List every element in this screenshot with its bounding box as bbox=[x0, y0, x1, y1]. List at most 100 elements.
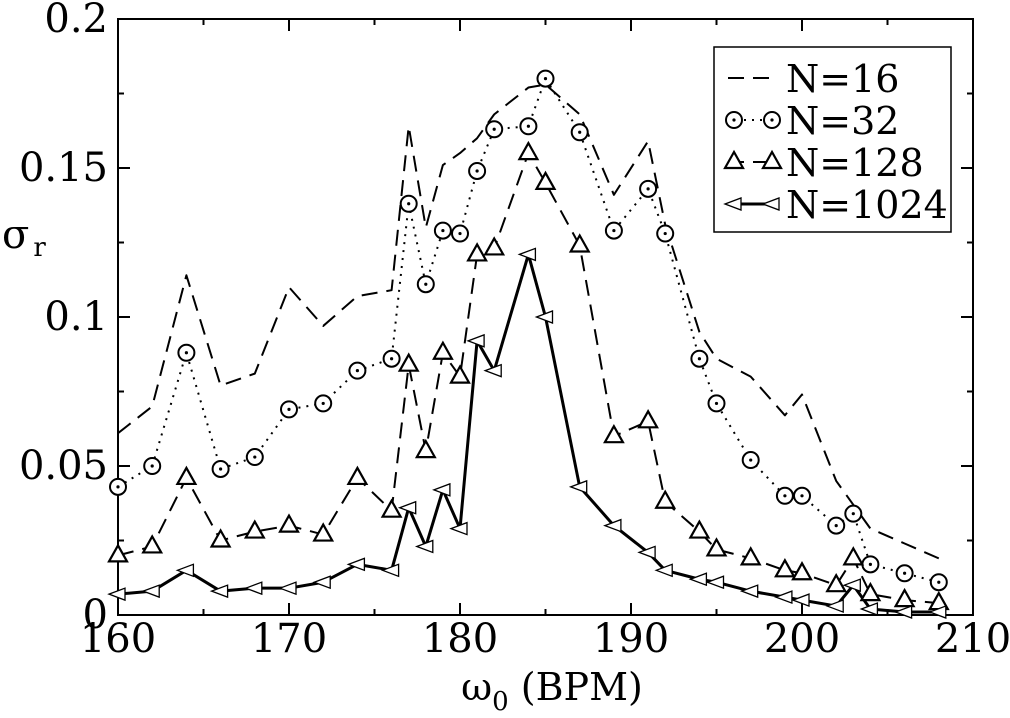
data-point-n-1024 bbox=[859, 602, 879, 616]
legend-marker-n-32-center bbox=[732, 118, 736, 122]
data-point-n-32-center bbox=[749, 458, 753, 462]
data-point-n-32-center bbox=[851, 512, 855, 516]
data-point-n-32-center bbox=[834, 524, 838, 528]
data-point-n-128 bbox=[774, 558, 796, 578]
data-point-n-128 bbox=[141, 534, 164, 554]
data-point-n-32-center bbox=[184, 351, 188, 355]
x-axis-label: ω0 (BPM) bbox=[461, 665, 643, 717]
data-point-n-32-center bbox=[937, 580, 941, 584]
data-point-n-128 bbox=[603, 423, 625, 444]
data-point-n-128 bbox=[278, 513, 300, 533]
legend-label-n-16: N=16 bbox=[786, 57, 899, 101]
data-point-n-128 bbox=[893, 587, 916, 608]
data-point-n-1024 bbox=[432, 482, 451, 497]
data-point-n-1024 bbox=[534, 310, 554, 324]
data-point-n-1024 bbox=[739, 584, 759, 599]
data-point-n-1024 bbox=[568, 479, 588, 494]
y-tick-label: 0.2 bbox=[44, 0, 108, 42]
data-point-n-1024 bbox=[893, 605, 913, 619]
data-point-n-32-center bbox=[492, 127, 496, 131]
data-point-n-32-center bbox=[458, 231, 462, 236]
x-tick-label: 200 bbox=[764, 616, 840, 662]
legend-label-n-128: N=128 bbox=[786, 141, 924, 185]
data-point-n-128 bbox=[791, 561, 813, 581]
data-point-n-32-center bbox=[663, 231, 667, 236]
legend-label-n-1024: N=1024 bbox=[786, 183, 948, 227]
data-point-n-128 bbox=[483, 236, 506, 256]
series-line-n-16 bbox=[117, 83, 940, 560]
data-point-n-32-center bbox=[407, 202, 411, 206]
data-point-n-32-center bbox=[868, 562, 873, 566]
data-point-n-1024 bbox=[483, 363, 502, 378]
x-tick-label: 190 bbox=[593, 616, 669, 662]
series-markers bbox=[107, 69, 950, 619]
data-point-n-1024 bbox=[791, 593, 810, 608]
legend-marker-n-128 bbox=[761, 149, 783, 170]
data-point-n-128 bbox=[243, 519, 266, 539]
data-point-n-1024 bbox=[278, 581, 297, 596]
data-point-n-128 bbox=[414, 438, 437, 459]
data-point-n-128 bbox=[449, 364, 471, 384]
data-point-n-1024 bbox=[209, 584, 229, 599]
data-point-n-128 bbox=[705, 537, 728, 557]
data-point-n-32-center bbox=[714, 401, 719, 406]
data-point-n-32-center bbox=[355, 369, 359, 373]
data-point-n-128 bbox=[397, 352, 420, 372]
data-point-n-128 bbox=[859, 581, 882, 602]
data-point-n-1024 bbox=[705, 575, 725, 590]
data-point-n-32-center bbox=[219, 467, 223, 471]
data-point-n-128 bbox=[654, 489, 677, 509]
data-point-n-32-center bbox=[697, 357, 702, 361]
data-point-n-1024 bbox=[927, 605, 947, 619]
data-point-n-32-center bbox=[903, 571, 907, 575]
data-point-n-128 bbox=[534, 170, 557, 190]
data-point-n-32-center bbox=[475, 169, 479, 173]
data-point-n-32-center bbox=[578, 130, 582, 134]
data-point-n-32-center bbox=[150, 464, 154, 468]
data-point-n-128 bbox=[637, 409, 659, 429]
y-tick-label: 0.05 bbox=[19, 443, 108, 489]
x-tick-label: 170 bbox=[251, 616, 327, 662]
data-point-n-128 bbox=[432, 340, 454, 360]
series-line-n-1024 bbox=[117, 252, 939, 614]
data-point-n-128 bbox=[568, 233, 591, 253]
data-point-n-128 bbox=[842, 546, 865, 566]
data-point-n-128 bbox=[346, 465, 369, 486]
data-point-n-32-center bbox=[390, 357, 394, 361]
legend-marker-n-32-center bbox=[770, 118, 774, 122]
x-tick-label: 180 bbox=[422, 616, 498, 662]
data-point-n-128 bbox=[175, 465, 198, 486]
data-point-n-128 bbox=[107, 543, 129, 563]
data-point-n-32-center bbox=[526, 124, 531, 128]
data-point-n-32-center bbox=[287, 407, 291, 411]
data-point-n-1024 bbox=[175, 563, 195, 578]
data-point-n-128 bbox=[825, 572, 848, 593]
y-tick-label: 0 bbox=[83, 592, 108, 638]
y-tick-label: 0.1 bbox=[44, 294, 108, 340]
data-point-n-32-center bbox=[116, 485, 120, 489]
legend-marker-n-1024 bbox=[761, 197, 780, 211]
x-tick-label: 160 bbox=[80, 616, 156, 662]
data-point-n-1024 bbox=[312, 575, 331, 590]
data-point-n-32-center bbox=[441, 228, 445, 233]
legend-marker-n-128 bbox=[723, 149, 745, 170]
data-point-n-1024 bbox=[825, 599, 844, 613]
data-point-n-1024 bbox=[842, 578, 861, 593]
data-point-n-1024 bbox=[380, 563, 400, 578]
data-point-n-128 bbox=[312, 522, 335, 542]
data-point-n-32-center bbox=[800, 494, 804, 498]
data-point-n-128 bbox=[466, 242, 488, 262]
data-point-n-1024 bbox=[603, 518, 622, 533]
axis-ticks: 160 170 180 190 200 210 0 0.05 0.1 0.15 0.2 bbox=[19, 0, 1010, 662]
data-point-n-1024 bbox=[449, 521, 468, 536]
data-point-n-1024 bbox=[637, 545, 656, 560]
y-tick-label: 0.15 bbox=[19, 145, 108, 191]
data-point-n-1024 bbox=[517, 247, 537, 262]
data-point-n-1024 bbox=[654, 563, 673, 578]
data-point-n-32-center bbox=[424, 282, 428, 286]
data-point-n-32-center bbox=[321, 401, 325, 406]
